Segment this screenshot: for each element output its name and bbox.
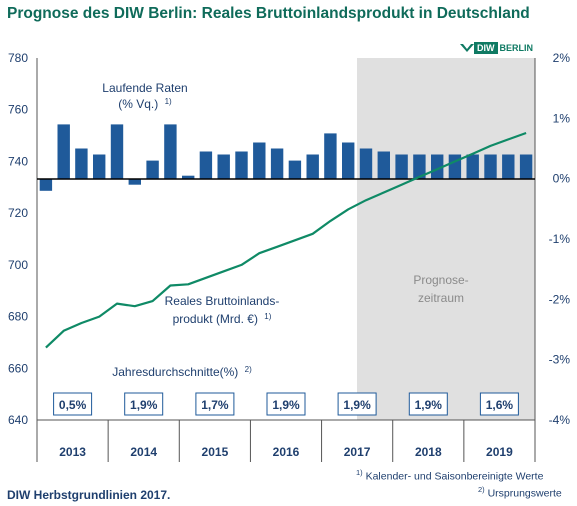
right-tick-label: -1% (549, 232, 571, 246)
year-label: 2019 (486, 445, 513, 459)
annual-value-label: 1,9% (415, 398, 443, 412)
bar (359, 148, 373, 179)
bar (57, 124, 70, 179)
annual-value-box (337, 392, 377, 416)
bar (395, 154, 408, 179)
annual-value-box (53, 392, 93, 416)
forecast-region (357, 58, 535, 420)
year-label: 2018 (415, 445, 442, 459)
bar (235, 151, 248, 179)
left-tick-label: 700 (8, 258, 28, 272)
footnote-1: 1) Kalender- und Saisonbereinigte Werte (356, 468, 543, 483)
bars-series-label-2: (% Vq.) (118, 97, 158, 111)
year-labels: 2013 2014 2015 2016 2017 2018 2019 (59, 445, 513, 459)
annual-value-box (195, 392, 235, 416)
footnote-1-marker: 1) (356, 468, 363, 477)
bar (288, 160, 302, 179)
bar (146, 160, 159, 179)
logo-suffix: BERLIN (499, 43, 534, 53)
bars-series-label: Laufende Raten (102, 81, 187, 95)
bar (324, 133, 337, 179)
svg-text:Jahresdurchschnitte(%) 2): Jahresdurchschnitte(%) 2) (112, 365, 252, 379)
annual-value-label: 0,5% (59, 398, 87, 412)
chart-title: Prognose des DIW Berlin: Reales Bruttoin… (7, 5, 530, 22)
annual-value-box (479, 392, 519, 416)
annual-value-box (124, 392, 164, 416)
left-tick-label: 680 (8, 310, 28, 324)
bars-series (39, 124, 533, 191)
axes-frame (36, 58, 536, 462)
annual-label: Jahresdurchschnitte(%) (112, 365, 238, 379)
right-tick-label: 1% (553, 111, 571, 125)
bar (519, 154, 533, 179)
annual-value-label: 1,6% (486, 398, 514, 412)
left-tick-label: 780 (8, 51, 28, 65)
diw-logo: DIW BERLIN (460, 42, 533, 54)
bars-series-note: 1) (165, 97, 172, 106)
bar (431, 154, 444, 179)
bar (413, 154, 426, 179)
right-tick-label: -3% (549, 353, 571, 367)
left-tick-label: 740 (8, 154, 28, 168)
year-label: 2015 (202, 445, 229, 459)
bar (466, 154, 479, 179)
year-label: 2014 (130, 445, 157, 459)
bar (270, 148, 284, 179)
right-tick-label: 0% (553, 172, 571, 186)
year-label: 2016 (273, 445, 300, 459)
bar (217, 154, 230, 179)
annual-value-label: 1,9% (272, 398, 300, 412)
left-tick-label: 660 (8, 361, 28, 375)
line-series-label: Reales Bruttoinlands- (165, 294, 280, 308)
bar (164, 124, 177, 179)
bar (182, 175, 195, 179)
right-tick-label: -2% (549, 292, 571, 306)
gdp-line (45, 131, 527, 349)
source-note: DIW Herbstgrundlinien 2017. (7, 488, 171, 502)
bar (502, 154, 515, 179)
annual-value-label: 1,7% (201, 398, 229, 412)
forecast-label-2: zeitraum (418, 291, 464, 305)
line-series-label-2: produkt (Mrd. €) (173, 312, 258, 326)
line-series-note: 1) (264, 312, 271, 321)
footnote-2-text: Ursprungswerte (484, 487, 562, 500)
year-label: 2013 (59, 445, 86, 459)
logo-mark-icon (460, 44, 474, 52)
footnote-2: 2) Ursprungswerte (478, 485, 562, 500)
annual-value-label: 1,9% (343, 398, 371, 412)
bar (128, 178, 141, 185)
right-tick-label: -4% (549, 413, 571, 427)
year-label: 2017 (344, 445, 371, 459)
annual-value-box (408, 392, 448, 416)
bar (110, 124, 124, 179)
left-tick-label: 720 (8, 206, 28, 220)
forecast-label-1: Prognose- (413, 273, 468, 287)
bar (199, 151, 213, 179)
bar (39, 178, 53, 191)
bar (448, 154, 462, 179)
footnote-2-marker: 2) (478, 485, 485, 494)
bar (484, 154, 497, 179)
bar (93, 154, 106, 179)
bar (253, 142, 266, 179)
annual-note: 2) (245, 365, 252, 374)
footnote-1-text: Kalender- und Saisonbereinigte Werte (362, 470, 544, 483)
bar (306, 154, 319, 179)
bar (377, 151, 390, 179)
left-tick-label: 760 (8, 103, 28, 117)
logo-brand: DIW (474, 42, 498, 54)
annual-averages: 0,5% 1,9% 1,7% 1,9% 1,9% 1,9% 1,6% (53, 392, 519, 416)
annual-value-box (266, 392, 306, 416)
svg-text:produkt (Mrd. €) 1): produkt (Mrd. €) 1) (173, 312, 272, 326)
right-axis-ticks: 2% 1% 0% -1% -2% -3% -4% (549, 51, 571, 427)
bar (75, 148, 88, 179)
left-axis-ticks: 640 660 680 700 720 740 760 780 (8, 51, 28, 427)
right-tick-label: 2% (553, 51, 571, 65)
left-tick-label: 640 (8, 413, 28, 427)
svg-text:(% Vq.) 1): (% Vq.) 1) (118, 97, 172, 111)
bar (342, 142, 355, 179)
annual-value-label: 1,9% (130, 398, 158, 412)
